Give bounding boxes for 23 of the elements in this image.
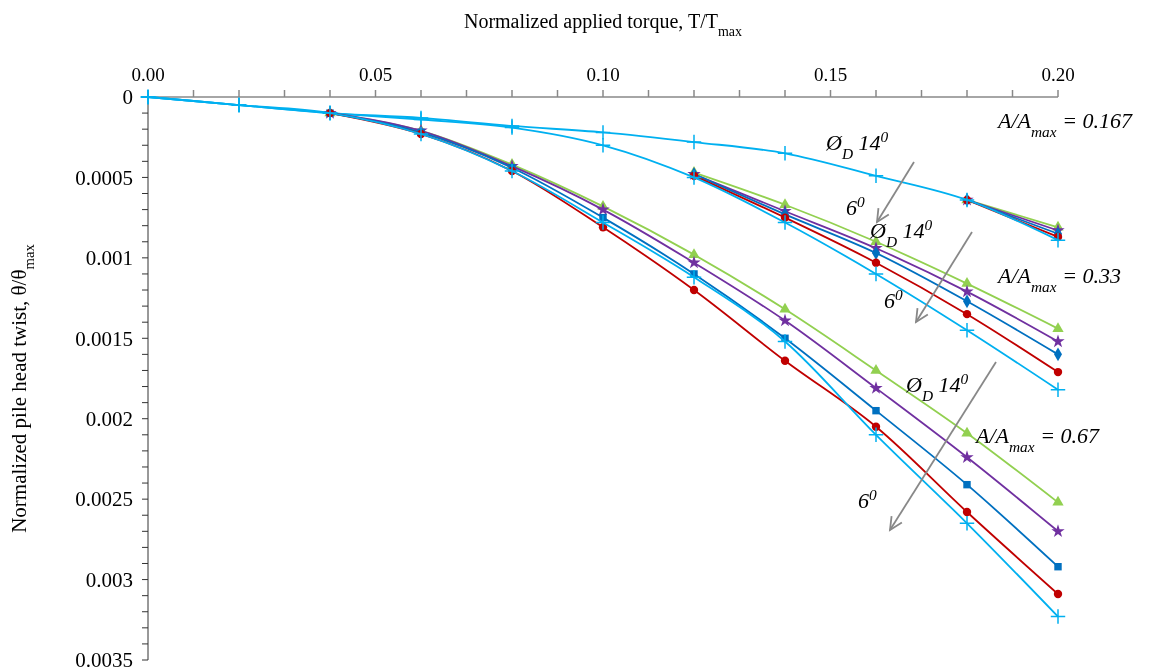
annotation: 6$^{0}$ (846, 192, 865, 220)
annotation: Ø$_{D}$ 14$^{0}$ (825, 127, 889, 162)
annotation: Ø$_{D}$ 14$^{0}$ (905, 369, 969, 404)
annotation: A/A$_{max}$ = 0.167 (996, 108, 1133, 140)
annotation: 6$^{0}$ (858, 485, 877, 513)
x-tick-label: 0.00 (131, 64, 165, 85)
y-tick-label: 0.002 (85, 407, 133, 432)
annotation: 6$^{0}$ (884, 285, 903, 313)
y-tick-label: 0.0035 (75, 648, 133, 672)
annotation: A/A$_{max}$ = 0.67 (974, 423, 1100, 455)
x-axis-title: Normalized applied torque, T/T$_{max}$ (463, 10, 743, 39)
y-tick-label: 0 (122, 85, 133, 110)
x-tick-label: 0.20 (1041, 64, 1075, 85)
annotation: A/A$_{max}$ = 0.33 (996, 263, 1122, 295)
annotation: Ø$_{D}$ 14$^{0}$ (869, 215, 933, 250)
y-tick-label: 0.0005 (75, 165, 133, 190)
y-tick-label: 0.0015 (75, 326, 133, 351)
x-tick-label: 0.05 (358, 64, 393, 85)
x-tick-label: 0.15 (813, 64, 848, 85)
x-tick-label: 0.10 (586, 64, 620, 85)
y-tick-label: 0.001 (85, 246, 133, 271)
y-tick-label: 0.0025 (75, 487, 133, 512)
y-tick-label: 0.003 (85, 567, 133, 592)
